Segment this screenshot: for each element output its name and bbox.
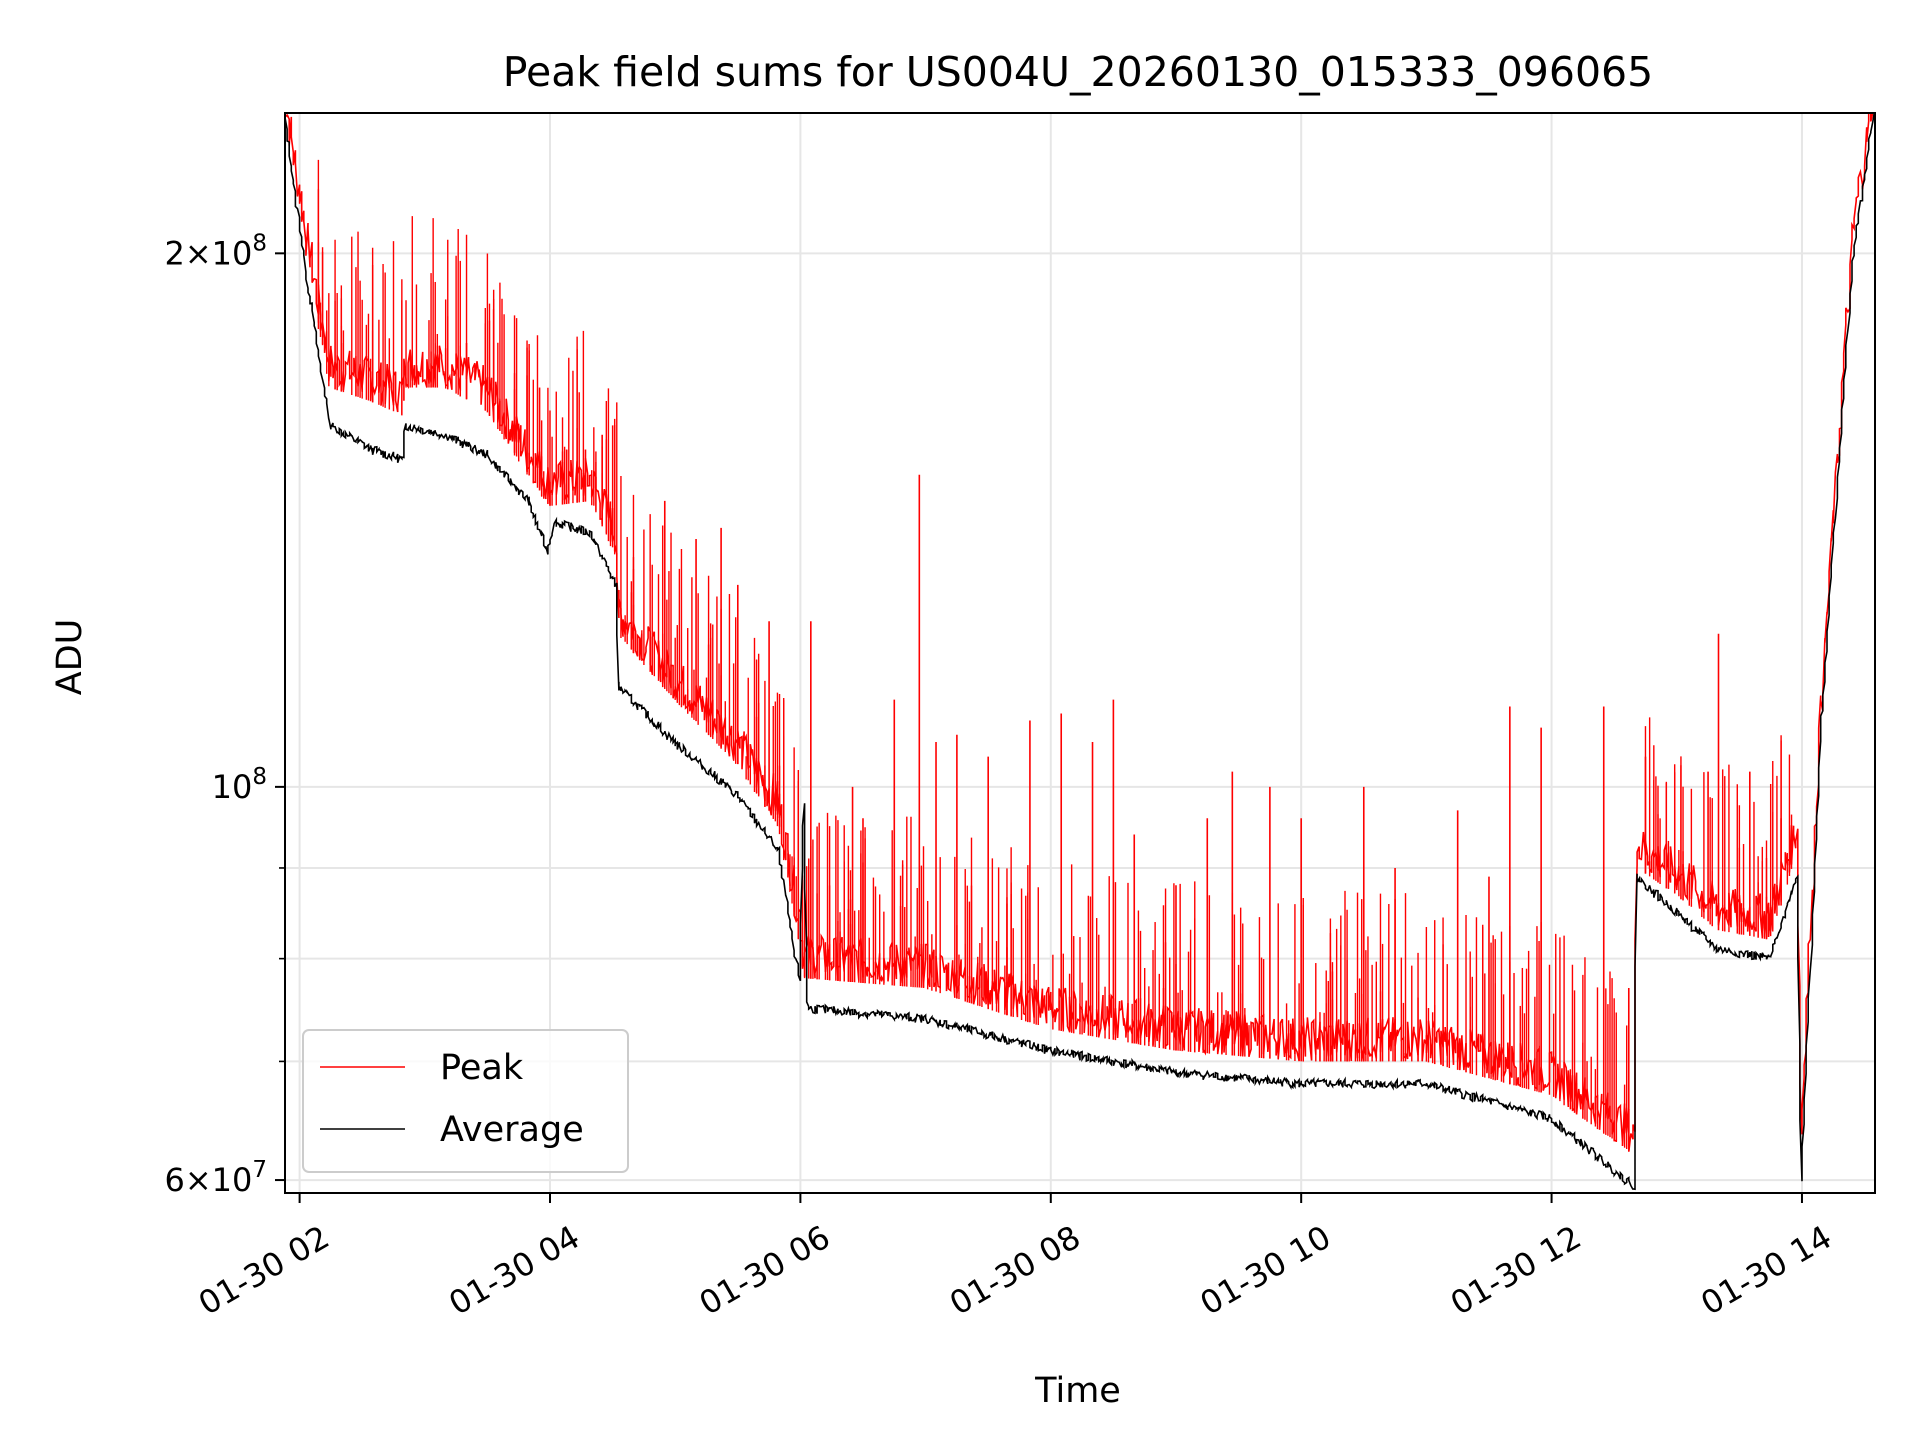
legend-box [302, 1029, 629, 1173]
y-tick-label-base: 6 [164, 1161, 184, 1199]
legend-label-peak: Peak [440, 1048, 524, 1088]
y-tick-label-base: 2 [164, 234, 184, 272]
y-tick-label-exponent: 8 [252, 764, 267, 790]
series-peak [285, 113, 1874, 1152]
series-layer [285, 113, 1875, 1191]
y-tick-label: 108 [212, 764, 267, 806]
y-tick-label-ten: 10 [212, 768, 253, 806]
y-tick-label-exponent: 7 [252, 1157, 267, 1183]
legend: Peak Average [302, 1029, 629, 1173]
y-axis-label: ADU [50, 619, 90, 696]
y-tick-label-times: ×10 [185, 234, 253, 272]
x-axis-label: Time [1034, 1371, 1121, 1411]
series-line-average [285, 113, 1875, 1191]
y-tick-label: 6×107 [164, 1157, 267, 1199]
legend-label-average: Average [440, 1110, 584, 1150]
y-tick-label-exponent: 8 [252, 230, 267, 256]
y-tick-label: 2×108 [164, 230, 267, 272]
chart-title: Peak field sums for US004U_20260130_0153… [503, 48, 1653, 96]
plot-frame [284, 112, 1876, 1194]
y-tick-label-times: ×10 [185, 1161, 253, 1199]
series-average [285, 113, 1875, 1191]
